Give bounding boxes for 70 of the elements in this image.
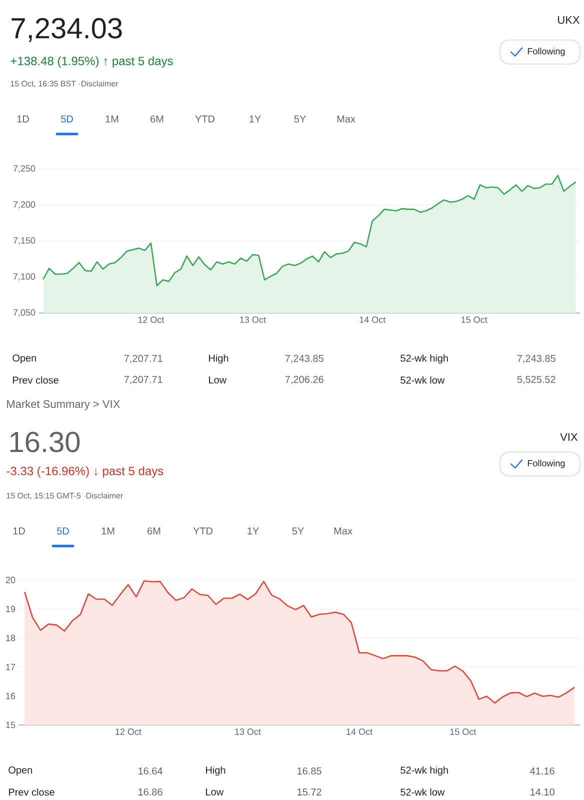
text: 52-wk high [400, 766, 448, 776]
text: 5Y [292, 528, 304, 534]
text: 7,207.71 [124, 376, 162, 384]
x-tick-label: 15 Oct [450, 728, 476, 735]
text: 6M [148, 527, 160, 535]
text: 5Y [294, 116, 306, 122]
text: 5D [61, 116, 73, 122]
text: 6M [150, 115, 164, 123]
text: 52-wk high [400, 354, 448, 364]
text: 5,525.52 [517, 376, 556, 384]
text: 16.86 [138, 788, 162, 796]
text: VIX [560, 433, 578, 441]
text: 52-wk low [400, 376, 445, 384]
text: Max [334, 528, 352, 534]
x-tick-label: 12 Oct [116, 728, 142, 735]
y-tick-label: 7,200 [13, 201, 36, 209]
text: High [206, 766, 226, 776]
text: 14.10 [530, 788, 554, 796]
text: 16.85 [298, 767, 322, 775]
text: Following [528, 460, 565, 468]
chart-subtitle: +138.48 (1.95%) ↑ past 5 days [10, 56, 173, 68]
y-tick-label: 7,050 [13, 309, 36, 317]
x-tick-label: 15 Oct [462, 316, 488, 323]
chart-title: 16.30 [10, 432, 80, 452]
x-tick-label: 14 Oct [346, 728, 372, 735]
text: 15 Oct, 15:15 GMT-5 ·Disclaimer [6, 492, 123, 500]
x-tick-label: 14 Oct [360, 316, 386, 323]
text: High [209, 354, 228, 364]
text: Low [206, 788, 224, 796]
y-tick-label: 20 [6, 576, 16, 584]
text: 5D [57, 528, 69, 534]
text: 41.16 [530, 767, 554, 775]
y-tick-label: 15 [6, 722, 16, 728]
text: Market Summary > VIX [7, 400, 120, 410]
text: 1M [102, 528, 114, 534]
y-tick-label: 16 [6, 692, 16, 700]
text: 52-wk low [400, 788, 445, 796]
text: 7,206.26 [285, 376, 324, 384]
text: 1Y [250, 116, 261, 122]
x-tick-label: 13 Oct [240, 316, 266, 323]
text: 1D [17, 116, 29, 122]
y-tick-label: 7,150 [13, 237, 36, 245]
text: YTD [195, 116, 215, 122]
y-tick-label: 19 [6, 606, 16, 612]
text: 1D [13, 528, 25, 534]
text: UKX [558, 16, 580, 24]
text: Max [337, 116, 356, 122]
text: 15 Oct, 16:35 BST ·Disclaimer [10, 80, 118, 88]
chart-subtitle: -3.33 (-16.96%) ↓ past 5 days [6, 466, 164, 478]
text: 7,207.71 [124, 354, 162, 364]
chart-title: 7,234.03 [12, 18, 122, 42]
text: 7,243.85 [517, 354, 556, 364]
y-tick-label: 18 [6, 634, 16, 642]
text: 1Y [248, 528, 259, 534]
y-tick-label: 17 [6, 664, 16, 670]
y-tick-label: 7,250 [13, 165, 36, 173]
text: Following [528, 48, 565, 56]
y-tick-label: 7,100 [13, 273, 36, 281]
text: 7,243.85 [285, 354, 324, 364]
text: 15.72 [298, 788, 322, 796]
text: Open [12, 354, 36, 364]
text: 16.64 [138, 767, 163, 775]
x-tick-label: 12 Oct [138, 316, 164, 323]
text: 1M [106, 116, 118, 122]
text: YTD [193, 528, 213, 534]
text: Prev close [13, 376, 58, 384]
text: Prev close [9, 788, 54, 796]
text: Low [209, 376, 227, 384]
x-tick-label: 13 Oct [235, 728, 261, 735]
text: Open [8, 766, 32, 776]
